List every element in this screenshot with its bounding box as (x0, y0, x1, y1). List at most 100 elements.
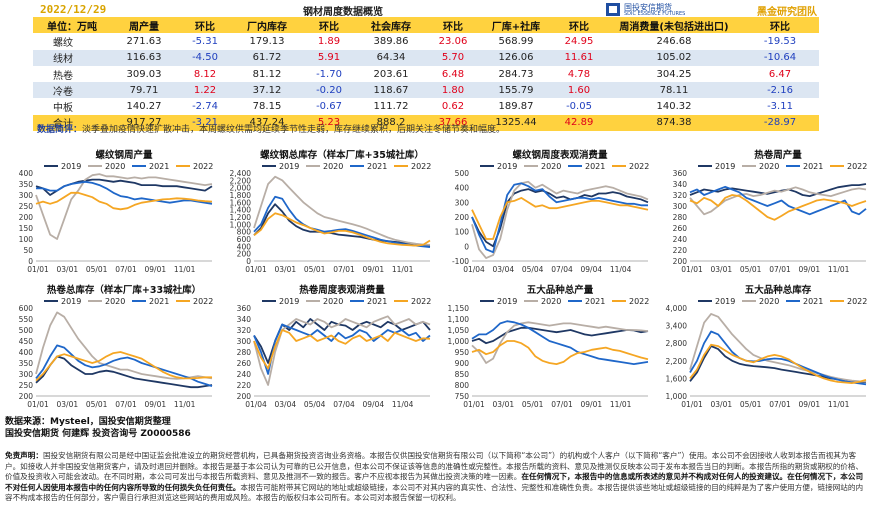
y-tick-label: 850 (455, 370, 470, 379)
series-line-2020 (253, 175, 431, 246)
disclaimer-label: 免责声明： (5, 451, 43, 460)
y-tick-label: 340 (237, 315, 252, 324)
y-tick-label: 200 (237, 250, 252, 259)
legend-item: 2022 (830, 297, 867, 306)
y-tick-label: 1,000 (448, 337, 470, 346)
table-cell: 284.73 (498, 68, 534, 80)
y-tick-label: 750 (455, 392, 470, 401)
table-cell: 5.91 (301, 49, 357, 66)
legend-label: 2022 (193, 297, 213, 306)
x-tick-label: 11/01 (174, 265, 196, 274)
y-tick-label: 100 (19, 235, 34, 244)
x-tick-label: 01/01 (681, 265, 703, 274)
series-line-2021 (689, 330, 867, 386)
summary-title: 钢材周度数据概览 (303, 7, 383, 18)
table-cell: 189.87 (498, 101, 534, 113)
table-cell: -0.67 (316, 101, 342, 113)
legend-label: 2022 (411, 162, 431, 171)
x-tick-label: 01/01 (463, 400, 485, 409)
y-tick-label: 320 (673, 191, 688, 200)
x-tick-label: 03/01 (275, 265, 297, 274)
legend-label: 2019 (61, 297, 81, 306)
x-tick-label: 07/01 (115, 400, 137, 409)
chart-five-products-inventory: 五大品种总库存 2019 2020 2021 2022 1,000 1,600 2,200 2,… (666, 284, 868, 409)
legend-label: 2020 (323, 162, 343, 171)
y-tick-label: 600 (19, 304, 34, 313)
table-cell: 81.12 (252, 68, 282, 80)
series-line-2020 (471, 321, 649, 364)
table-cell: 203.61 (373, 68, 409, 80)
x-tick-label: 05/01 (304, 265, 326, 274)
row-label: 螺纹 (53, 37, 73, 49)
x-tick-label: 01/01 (681, 400, 703, 409)
company-logo: 国投安信期货 SDIC ESSENCE FUTURES (606, 2, 686, 18)
x-tick-label: 05/01 (740, 400, 762, 409)
table-cell: 5.70 (425, 49, 481, 66)
legend-label: 2020 (105, 297, 125, 306)
chart-title: 五大品种总产量 (527, 284, 594, 296)
x-tick-label: 11/01 (828, 265, 850, 274)
legend-label: 2021 (367, 297, 387, 306)
y-tick-label: 500 (455, 169, 470, 178)
chart-title: 热卷周产量 (754, 149, 802, 161)
legend-label: 2021 (803, 162, 823, 171)
y-tick-label: 300 (19, 370, 34, 379)
series-line-2019 (689, 345, 867, 384)
legend-label: 2022 (847, 162, 867, 171)
series-line-2020 (35, 173, 213, 240)
x-tick-label: 07/01 (115, 265, 137, 274)
table-cell: 64.34 (357, 49, 425, 66)
table-row: 线材 116.63 -4.50 61.72 5.91 64.34 5.70 126.06 11.… (33, 49, 819, 66)
legend-item: 2020 (306, 162, 343, 171)
y-tick-label: 1,200 (230, 213, 252, 222)
table-cell: -10.64 (741, 49, 819, 66)
legend-item: 2022 (394, 162, 431, 171)
table-cell: 126.06 (481, 49, 551, 66)
y-tick-label: 300 (673, 202, 688, 211)
x-tick-label: 07/04 (333, 400, 355, 409)
y-tick-label: 2,800 (666, 339, 688, 348)
x-tick-label: 11/01 (610, 400, 632, 409)
table-cell: 11.61 (551, 49, 607, 66)
y-tick-label: 340 (673, 180, 688, 189)
table-cell: -1.70 (316, 68, 342, 80)
y-tick-label: 400 (19, 348, 34, 357)
row-label: 热卷 (53, 70, 73, 82)
column-header: 环比 (741, 17, 819, 34)
series-line-2022 (689, 343, 867, 384)
chart-title: 螺纹钢周产量 (95, 149, 153, 161)
legend-label: 2019 (279, 162, 299, 171)
legend-item: 2020 (524, 162, 561, 171)
x-tick-label: 03/01 (711, 265, 733, 274)
table-cell: 24.95 (564, 35, 594, 47)
logo-name: 国投安信期货 (624, 3, 672, 12)
table-cell: 140.32 (656, 101, 692, 113)
legend-label: 2020 (105, 162, 125, 171)
table-cell: -2.74 (192, 101, 218, 113)
series-line-2019 (253, 318, 431, 364)
legend-item: 2020 (742, 162, 779, 171)
y-tick-label: 100 (455, 228, 470, 237)
team-name: 黑金研究团队 (757, 7, 817, 18)
x-tick-label: 05/04 (522, 265, 544, 274)
table-cell: 37.66 (425, 114, 481, 132)
x-tick-label: 07/04 (551, 265, 573, 274)
legend-item: 2022 (612, 162, 649, 171)
table-cell: -3.11 (767, 101, 793, 113)
chart-rebar-total-inventory: 螺纹钢总库存（样本厂库+35城社库）2019 2020 2021 2022 020040… (230, 149, 432, 274)
series-line-2021 (471, 182, 648, 254)
legend-label: 2019 (715, 162, 735, 171)
y-tick-label: 250 (19, 381, 34, 390)
y-tick-label: 1,150 (448, 304, 470, 313)
table-cell: 1325.44 (481, 114, 551, 132)
y-tick-label: 950 (455, 348, 470, 357)
y-tick-label: 2,400 (230, 169, 252, 178)
legend-label: 2021 (149, 297, 169, 306)
logo-english: SDIC ESSENCE FUTURES (624, 11, 686, 17)
x-tick-label: 01/04 (463, 265, 485, 274)
legend-item: 2019 (44, 162, 81, 171)
weekly-data-table: 单位：万吨 周产量 环比 厂内库存 环比 社会库存 环比 厂库+社库 环比 周消… (33, 17, 819, 132)
legend-item: 2021 (568, 297, 605, 306)
column-header: 社会库存 (357, 17, 425, 34)
table-header-row: 单位：万吨 周产量 环比 厂内库存 环比 社会库存 环比 厂库+社库 环比 周消… (33, 17, 819, 34)
